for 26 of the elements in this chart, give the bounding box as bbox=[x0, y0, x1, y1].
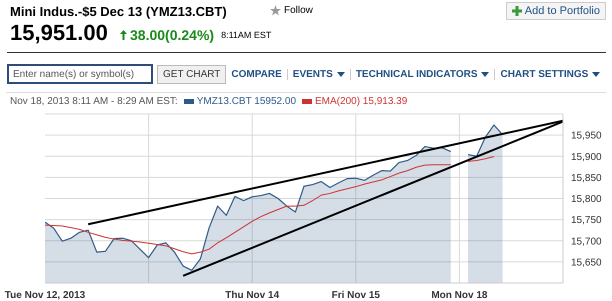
y-tick-label: 15,750 bbox=[571, 215, 602, 226]
text: TECHNICAL INDICATORS bbox=[350, 68, 496, 80]
text: COMPARE bbox=[226, 68, 288, 80]
x-tick-label: Mon Nov 18 bbox=[431, 290, 488, 301]
text: Follow bbox=[284, 5, 313, 16]
x-tick-label: Thu Nov 14 bbox=[225, 290, 280, 301]
chart-title: Mini Indus.-$5 Dec 13 (YMZ13.CBT) bbox=[10, 4, 227, 19]
x-tick-label: Fri Nov 15 bbox=[332, 290, 380, 301]
legend-label: EMA(200) 15,913.39 bbox=[314, 96, 408, 107]
text: GET CHART bbox=[157, 64, 226, 84]
chart-subtitle: Nov 18, 2013 8:11 AM - 8:29 AM EST: bbox=[10, 96, 178, 107]
x-tick-label: Tue Nov 12, 2013 bbox=[4, 290, 86, 301]
y-tick-label: 15,650 bbox=[571, 257, 602, 268]
y-tick-label: 15,950 bbox=[571, 130, 602, 142]
y-tick-label: 15,700 bbox=[571, 236, 602, 248]
y-tick-label: 15,850 bbox=[571, 172, 602, 184]
text: 8:11AM EST bbox=[221, 30, 272, 40]
text: Enter name(s) or symbol(s) bbox=[7, 64, 153, 84]
text: Add to Portfolio bbox=[524, 5, 600, 17]
text: CHART SETTINGS bbox=[499, 68, 590, 80]
y-tick-label: 15,800 bbox=[571, 194, 602, 206]
y-tick-label: 15,900 bbox=[571, 152, 602, 163]
legend-label: YMZ13.CBT 15952.00 bbox=[196, 96, 296, 107]
text: EVENTS bbox=[288, 68, 351, 80]
text: 15,951.00 bbox=[10, 20, 108, 46]
text: 38.00(0.24%) bbox=[130, 27, 214, 43]
